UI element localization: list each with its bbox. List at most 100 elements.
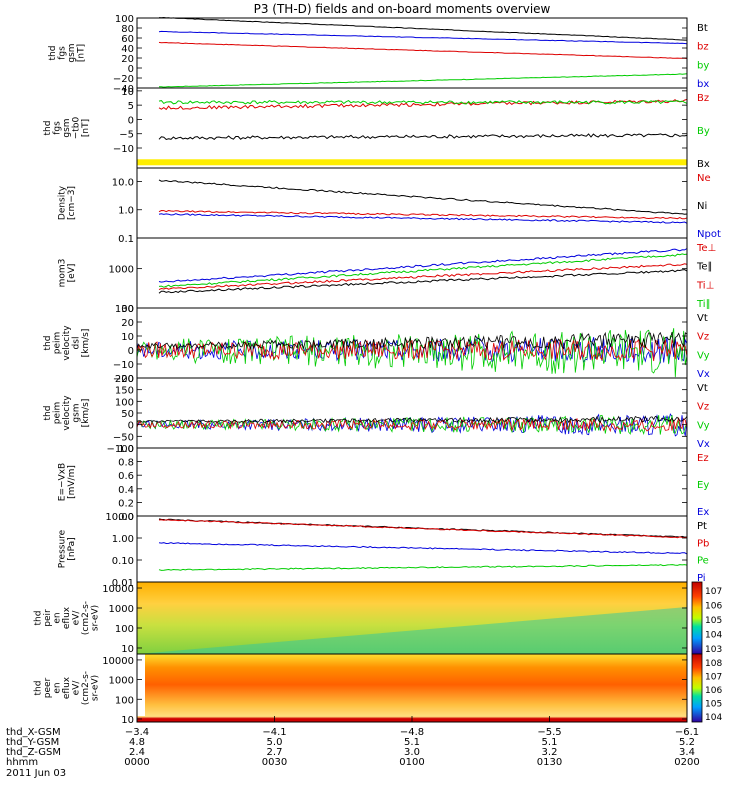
series-line-By (158, 100, 688, 105)
y-axis-label-line: thd (34, 681, 44, 696)
y-axis-label-line: gsm (62, 118, 72, 137)
legend-entry-Pi: Pi (697, 573, 706, 584)
y-tick-label: 30 (121, 304, 134, 315)
legend-entry-Te∥: Te∥ (696, 262, 713, 273)
x-axis-row-label: thd_Z-GSM (6, 747, 61, 758)
legend-entry-Bt: Bt (697, 23, 708, 34)
y-axis-label-line: [eV] (67, 264, 77, 283)
spectrogram-data-gap (137, 654, 145, 716)
y-axis-label-line: (cm2-s- (81, 601, 91, 635)
y-tick-label: 10.0 (112, 177, 134, 188)
y-tick-label: −20 (113, 74, 134, 85)
legend-entry-Vy: Vy (697, 350, 710, 361)
x-tick-value: 0200 (674, 757, 699, 768)
colorbar-tick-label: 108 (705, 659, 722, 669)
x-tick-value: 5.0 (267, 737, 283, 748)
y-tick-label: 1000 (109, 676, 134, 687)
panel-frame (136, 515, 688, 583)
x-tick-value: 2.4 (129, 747, 145, 758)
y-axis-label-line: thd (43, 336, 53, 351)
series-line-Pe (158, 564, 688, 571)
noise-trace-red (136, 338, 688, 362)
x-tick-value: −5.5 (537, 727, 561, 738)
series-line-Ti⊥ (158, 248, 688, 283)
y-tick-label: 0.8 (118, 458, 134, 469)
legend-entry-Ti⊥: Ti⊥ (696, 280, 714, 291)
y-axis-label-line: sr-eV) (91, 675, 101, 701)
y-tick-label: 0.4 (118, 485, 134, 496)
y-tick-label: 10 (121, 87, 134, 98)
noise-trace-green (136, 328, 688, 378)
y-axis-label-line: [nT] (81, 119, 91, 137)
y-tick-label: 0 (128, 115, 134, 126)
panel-4: 1000 100 mom3 [eV] Te⊥ Te∥ Ti⊥ Ti∥ (57, 237, 716, 315)
colorbar (691, 653, 703, 723)
noise-trace-red (136, 416, 688, 433)
x-tick-value: −4.1 (262, 727, 286, 738)
x-tick-value: 2.7 (267, 747, 283, 758)
colorbar-tick-label: 104 (705, 631, 722, 641)
y-tick-label: 50 (121, 409, 134, 420)
colorbar (691, 581, 703, 655)
y-axis-label-line: velocity (62, 395, 72, 431)
colorbar-tick-label: 107 (705, 673, 722, 683)
colorbar-tick-label: 105 (705, 616, 722, 626)
y-axis-label-line: thd (43, 406, 53, 421)
highlight-band (137, 159, 687, 166)
y-axis-label-line: [km/s] (81, 329, 91, 358)
y-axis-label-line: sr-eV) (91, 605, 101, 631)
y-tick-label: 10 (121, 332, 134, 343)
y-axis-label-line: Density (57, 185, 67, 220)
series-line-Ni (158, 179, 688, 215)
panel-2: 10 5 0 −5 −10 thd fgs gsm −tb0 [nT] Bz By Bx (43, 87, 710, 170)
x-tick-value: 0030 (262, 757, 287, 768)
y-axis-label-line: E=−VxB (57, 463, 67, 501)
panel-frame (136, 87, 688, 169)
legend-entry-Ez: Ez (697, 453, 709, 464)
series-line-Bx (158, 133, 688, 141)
legend-entry-Vx: Vx (697, 439, 710, 450)
legend-entry-Ey: Ey (697, 480, 709, 491)
x-tick-value: −4.8 (400, 727, 424, 738)
colorbar-tick-label: 106 (705, 686, 722, 696)
panel-3: 10.0 1.0 0.1 Density [cm−3] Ne Ni Npot (57, 167, 721, 245)
x-tick-value: 0100 (399, 757, 424, 768)
y-axis-label-line: [mV/m] (67, 465, 77, 499)
series-line-Npot (158, 213, 688, 224)
y-tick-label: 10000 (102, 584, 134, 595)
y-axis-label-line: gsm (72, 403, 82, 422)
legend-entry-By: By (697, 126, 710, 137)
y-axis-label-line: peir (43, 609, 53, 627)
y-tick-label: −10 (113, 360, 134, 371)
y-tick-label: 0.2 (118, 498, 134, 509)
y-axis-label-line: thd (43, 121, 53, 136)
y-axis-label-line: peim (53, 332, 63, 355)
panel-frame (136, 377, 688, 449)
y-axis-label-line: en (53, 682, 63, 693)
legend-entry-Vz: Vz (697, 332, 709, 343)
y-axis-label-line: thd (48, 46, 58, 61)
y-axis-label-line: fgs (57, 46, 67, 60)
panel-9: 107 106 105 104 103 10000 1000 100 10 thd peir en ef… (34, 581, 722, 655)
y-tick-label: 5 (128, 101, 134, 112)
y-axis-label-line: eV/ (72, 610, 82, 626)
colorbar-tick-label: 105 (705, 700, 722, 710)
y-axis-label-line: peim (53, 402, 63, 425)
x-axis-row-label: hhmm (6, 757, 38, 768)
y-axis-label-line: fgs (53, 121, 63, 135)
y-tick-label: −50 (113, 432, 134, 443)
chart-title-group: P3 (TH-D) fields and on-board moments ov… (254, 2, 551, 16)
x-tick-value: 5.1 (404, 737, 420, 748)
y-axis-label-line: peer (43, 677, 53, 698)
y-tick-label: 60 (121, 34, 134, 45)
y-axis-label-line: [cm−3] (67, 186, 77, 220)
series-line-by (158, 73, 688, 88)
series-line-Ti∥ (158, 253, 688, 288)
y-tick-label: 1.00 (112, 534, 134, 545)
y-tick-label: 150 (115, 386, 134, 397)
y-tick-label: 1000 (109, 265, 134, 276)
x-tick-value: 3.0 (404, 747, 420, 758)
y-tick-label: 20 (121, 318, 134, 329)
legend-entry-Pb: Pb (697, 538, 709, 549)
